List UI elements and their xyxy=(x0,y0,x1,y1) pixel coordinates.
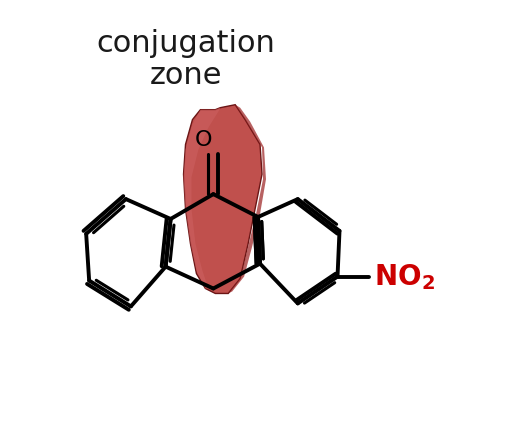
Polygon shape xyxy=(184,106,262,294)
Polygon shape xyxy=(184,109,220,289)
Text: zone: zone xyxy=(149,61,222,90)
Text: $\mathbf{NO_2}$: $\mathbf{NO_2}$ xyxy=(374,262,435,292)
Text: O: O xyxy=(195,130,212,150)
Polygon shape xyxy=(228,106,266,294)
Text: conjugation: conjugation xyxy=(96,29,275,58)
